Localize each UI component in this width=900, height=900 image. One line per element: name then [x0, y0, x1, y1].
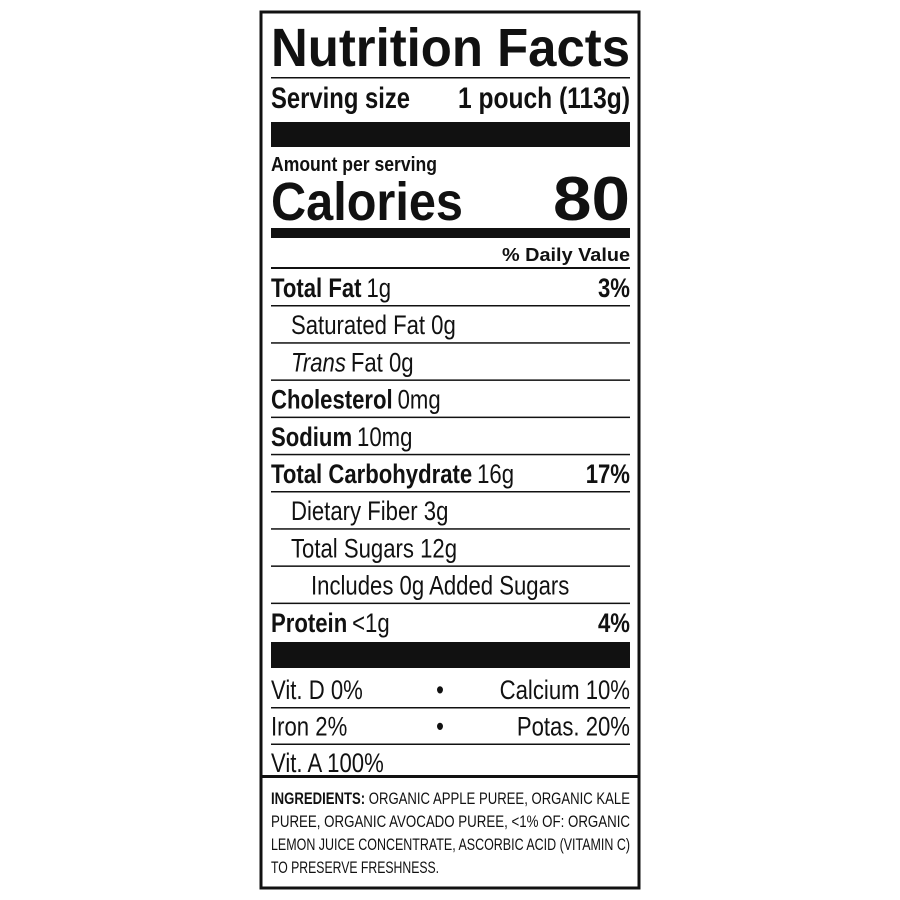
- vitamin: Calcium 10%: [500, 676, 630, 706]
- daily-value-header: % Daily Value: [502, 245, 630, 265]
- serving-label: Serving size: [271, 82, 410, 115]
- nutrient-row: Total Sugars 12g: [291, 534, 457, 564]
- rule: [271, 743, 630, 745]
- nutrient-row: Saturated Fat 0g: [291, 311, 456, 341]
- rule: [271, 305, 630, 307]
- rule: [271, 453, 630, 456]
- rule: [271, 528, 630, 530]
- nutrient-name: Total Fat: [271, 274, 362, 304]
- rule: [271, 228, 630, 238]
- nutrient-amount: 1g: [366, 274, 391, 304]
- nutrient-amount: 10mg: [357, 423, 412, 453]
- rule: [271, 707, 630, 709]
- nutrient-row: Dietary Fiber 3g: [291, 497, 448, 527]
- ingredients-text: LEMON JUICE CONCENTRATE, ASCORBIC ACID (…: [271, 835, 630, 854]
- ingredients-line: INGREDIENTS: ORGANIC APPLE PUREE, ORGANI…: [271, 789, 630, 808]
- nutrient-amount: 0mg: [398, 386, 441, 416]
- nutrient-row: Sodium 10mg: [271, 423, 412, 453]
- rule: [271, 342, 630, 344]
- vitamin: Potas. 20%: [517, 713, 630, 743]
- rule: [271, 267, 630, 269]
- amount-per-serving: Amount per serving: [271, 154, 437, 176]
- nutrient-name: Sodium: [271, 423, 352, 453]
- nutrient-amount: <1g: [352, 609, 390, 639]
- nutrient-row: Includes 0g Added Sugars: [311, 572, 569, 602]
- vitamin: Vit. D 0%: [271, 676, 363, 706]
- nutrient-name: Includes 0g Added Sugars: [311, 572, 569, 602]
- nutrient-row: Total Fat 1g: [271, 274, 391, 304]
- rule: [271, 602, 630, 605]
- title: Nutrition Facts: [271, 18, 630, 78]
- rule: [271, 379, 630, 381]
- ingredients-text: PUREE, ORGANIC AVOCADO PUREE, <1% OF: OR…: [271, 812, 630, 831]
- nutrient-row: Total Carbohydrate 16g: [271, 460, 514, 490]
- nutrient-name: Saturated Fat 0g: [291, 311, 456, 341]
- nutrient-name: Fat 0g: [351, 348, 414, 378]
- rule: [271, 565, 630, 567]
- calories-value: 80: [553, 165, 630, 234]
- rule: [271, 491, 630, 493]
- nutrient-name: Dietary Fiber 3g: [291, 497, 448, 527]
- nutrient-amount: 16g: [477, 460, 514, 490]
- nutrient-row: Trans Fat 0g: [291, 348, 414, 378]
- nutrient-dv: 3%: [598, 274, 630, 304]
- ingredients-label: INGREDIENTS:: [271, 789, 365, 808]
- nutrient-dv: 17%: [586, 460, 630, 490]
- ingredients-line: PUREE, ORGANIC AVOCADO PUREE, <1% OF: OR…: [271, 812, 630, 831]
- rule: [271, 122, 630, 147]
- separator: •: [436, 713, 444, 743]
- ingredients-line: LEMON JUICE CONCENTRATE, ASCORBIC ACID (…: [271, 835, 630, 854]
- nutrient-row: Cholesterol 0mg: [271, 386, 441, 416]
- nutrient-row: Protein <1g: [271, 609, 390, 639]
- nutrient-dv: 4%: [598, 609, 630, 639]
- serving-value: 1 pouch (113g): [458, 82, 630, 115]
- rule: [271, 416, 630, 419]
- nutrient-name-italic: Trans: [291, 348, 346, 378]
- ingredients-line: TO PRESERVE FRESHNESS.: [271, 859, 439, 877]
- rule: [271, 77, 630, 79]
- ingredients-text: ORGANIC APPLE PUREE, ORGANIC KALE: [365, 789, 630, 808]
- label-border: [259, 10, 641, 890]
- rule: [261, 775, 639, 778]
- rule: [271, 642, 630, 668]
- vitamin: Iron 2%: [271, 713, 347, 743]
- vitamin: Vit. A 100%: [271, 749, 384, 779]
- nutrient-name: Total Sugars 12g: [291, 534, 457, 564]
- nutrient-name: Protein: [271, 609, 347, 639]
- separator: •: [436, 676, 444, 706]
- nutrient-name: Cholesterol: [271, 386, 393, 416]
- calories-label: Calories: [271, 172, 463, 232]
- nutrient-name: Total Carbohydrate: [271, 460, 472, 490]
